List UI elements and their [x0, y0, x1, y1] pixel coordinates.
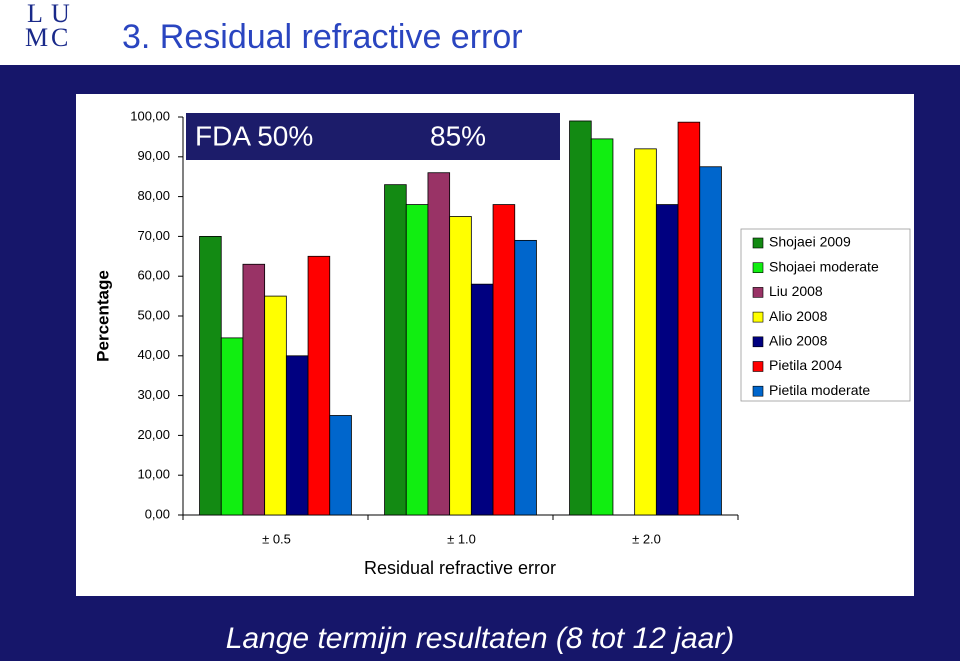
y-tick-label: 0,00 [145, 506, 170, 521]
bar [329, 415, 352, 516]
logo-letter: U [51, 0, 70, 28]
legend-swatch [752, 311, 764, 323]
legend-label: Shojaei moderate [769, 258, 879, 274]
bar [655, 204, 679, 516]
annotation: FDA 50% [195, 120, 313, 151]
logo: L U M C [25, 0, 70, 52]
chart: 0,00 10,00 20,00 30,00 40,00 50,00 60,00 70,00 8… [93, 108, 911, 578]
x-tick-label: ± 1.0 [447, 531, 476, 546]
y-tick-label: 30,00 [137, 387, 170, 402]
legend-swatch [752, 385, 764, 397]
bar [569, 120, 592, 516]
legend-swatch [752, 336, 764, 348]
legend-swatch [752, 287, 764, 298]
bar [405, 204, 429, 516]
bar [677, 121, 701, 516]
y-tick-label: 50,00 [137, 307, 170, 322]
logo-letter: L [27, 0, 43, 28]
bar [634, 148, 657, 516]
slide-title: 3. Residual refractive error [122, 18, 523, 56]
y-tick-label: 10,00 [137, 467, 170, 482]
y-tick-label: 60,00 [137, 268, 170, 283]
bar [220, 337, 244, 516]
y-tick-label: 80,00 [137, 188, 170, 203]
x-tick-label: ± 0.5 [262, 531, 291, 546]
header-band [0, 0, 960, 65]
legend-swatch [752, 361, 764, 372]
bar [514, 239, 537, 516]
bar [470, 283, 494, 516]
legend-label: Shojaei 2009 [769, 234, 851, 250]
legend-label: Pietila 2004 [769, 357, 842, 373]
bar [384, 184, 407, 516]
legend-box [740, 228, 911, 402]
y-tick-label: 70,00 [137, 228, 170, 243]
annotation-box [186, 113, 560, 160]
bar [242, 263, 266, 516]
bar [307, 255, 331, 516]
bar [449, 216, 472, 516]
x-axis-label: Residual refractive error [364, 558, 556, 578]
y-tick-label: 40,00 [137, 347, 170, 362]
y-tick-label: 90,00 [137, 148, 170, 163]
y-tick-label: 20,00 [137, 427, 170, 442]
footer: Lange termijn resultaten (8 tot 12 jaar) [226, 622, 735, 655]
logo-letter: M [25, 23, 48, 52]
bar [590, 138, 614, 516]
bar [285, 355, 309, 516]
bar [492, 204, 516, 516]
logo-letter: C [51, 23, 68, 52]
annotation: 85% [430, 120, 486, 151]
y-axis-label: Percentage [93, 270, 112, 362]
legend-swatch [752, 237, 764, 249]
legend-label: Alio 2008 [769, 333, 828, 349]
legend-label: Alio 2008 [769, 308, 828, 324]
x-tick-label: ± 2.0 [632, 531, 661, 546]
legend-swatch [752, 262, 764, 274]
legend-label: Pietila moderate [769, 382, 870, 398]
bar [264, 295, 287, 516]
bar [199, 235, 222, 516]
bar [699, 166, 722, 516]
legend-label: Liu 2008 [769, 283, 823, 299]
bar [427, 172, 451, 516]
y-tick-label: 100,00 [130, 108, 170, 123]
